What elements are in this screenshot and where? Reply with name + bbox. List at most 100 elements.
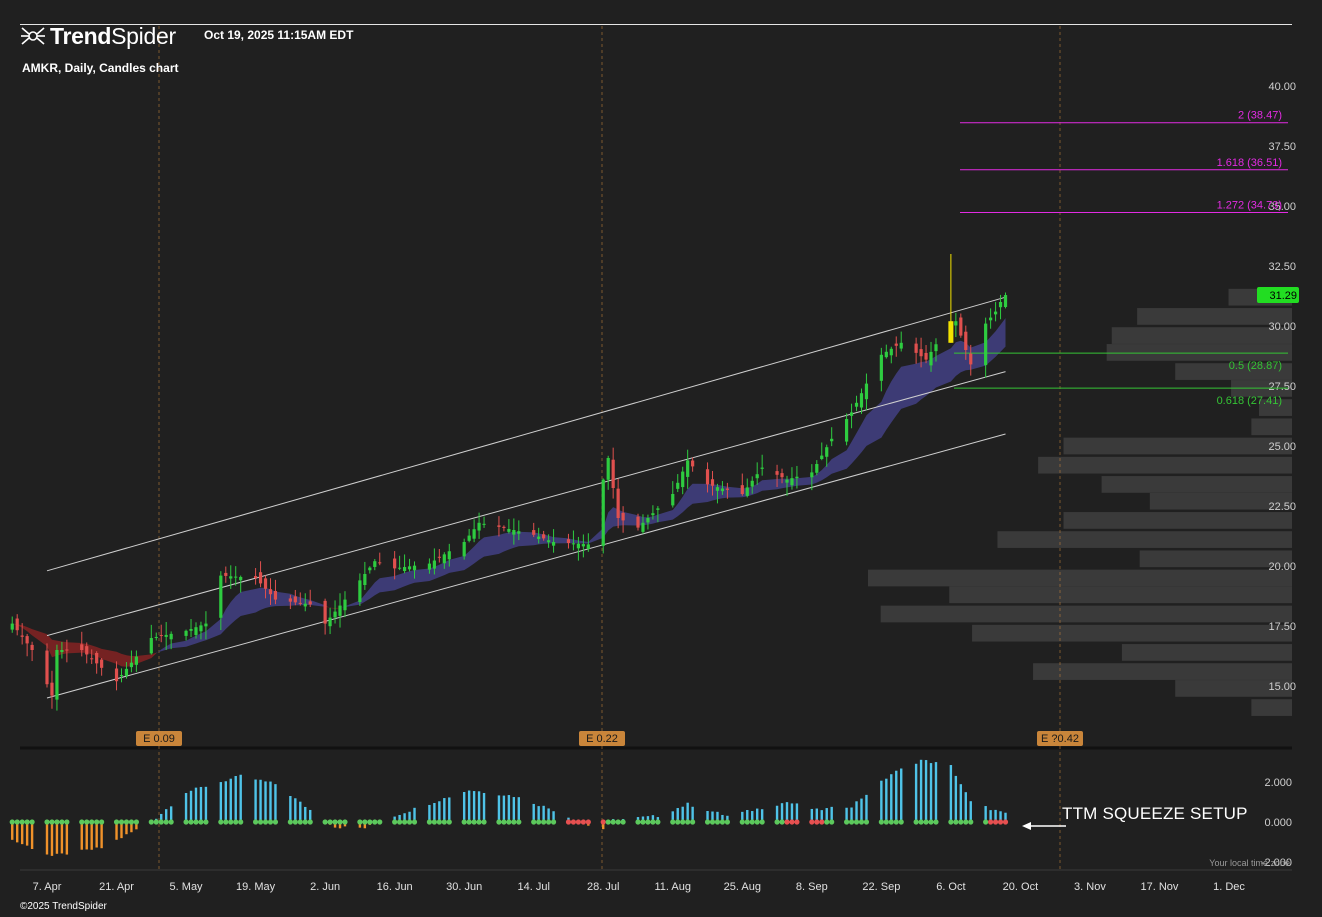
last-price-badge <box>1257 287 1299 304</box>
ema-cloud-band <box>325 605 340 609</box>
candle-body <box>407 566 412 570</box>
squeeze-histogram-bar <box>45 822 49 855</box>
candle-body <box>119 675 124 677</box>
squeeze-dot <box>690 819 696 825</box>
squeeze-dot <box>198 819 204 825</box>
x-tick-label: 7. Apr <box>33 881 62 893</box>
squeeze-histogram-bar <box>234 776 237 822</box>
squeeze-dot <box>853 819 860 825</box>
candle-body <box>124 668 129 676</box>
squeeze-histogram-bar <box>90 822 93 850</box>
candle-body <box>229 576 233 579</box>
x-tick-label: 17. Nov <box>1141 881 1179 893</box>
squeeze-histogram-bar <box>775 805 779 822</box>
squeeze-histogram-bar <box>686 802 689 822</box>
squeeze-dot <box>511 819 517 825</box>
squeeze-histogram-bar <box>895 770 898 822</box>
candle-body <box>303 603 307 607</box>
squeeze-histogram-bar <box>164 809 168 822</box>
candle-body <box>820 455 824 460</box>
squeeze-dot <box>441 819 447 825</box>
squeeze-histogram-bar <box>716 811 719 822</box>
price-tick-label: 40.00 <box>1268 81 1296 93</box>
squeeze-histogram-bar <box>855 801 858 822</box>
squeeze-histogram-bar <box>20 822 24 845</box>
candle-body <box>755 474 759 479</box>
squeeze-histogram-bar <box>721 814 724 822</box>
squeeze-histogram-bar <box>676 808 679 822</box>
candle-body <box>571 543 576 545</box>
price-tick-label: 17.50 <box>1268 621 1296 633</box>
squeeze-dot <box>94 819 100 825</box>
volume-profile-bar <box>1063 512 1292 529</box>
candle-body <box>512 530 516 535</box>
squeeze-histogram-bar <box>224 781 227 822</box>
candle-body <box>929 351 933 366</box>
candle-body <box>948 321 954 343</box>
candle-body <box>502 526 506 528</box>
candle-body <box>30 644 34 650</box>
squeeze-dot <box>933 819 939 825</box>
candle-body <box>715 487 720 491</box>
candle-body <box>45 650 49 685</box>
volume-profile-bar <box>1258 399 1292 416</box>
candle-body <box>641 522 645 532</box>
squeeze-dot <box>148 819 154 825</box>
fib-level-label: 1.618 (36.51) <box>1217 157 1282 169</box>
candle-body <box>472 529 476 539</box>
x-tick-label: 19. May <box>236 881 276 893</box>
squeeze-dot <box>153 819 159 825</box>
squeeze-dot <box>814 819 820 825</box>
squeeze-histogram-bar <box>413 807 416 822</box>
squeeze-dot <box>655 819 661 825</box>
squeeze-dot <box>670 819 676 825</box>
candle-body <box>363 574 367 586</box>
candle-body <box>810 472 814 478</box>
squeeze-dot <box>570 819 577 825</box>
squeeze-annotation: TTM SQUEEZE SETUP <box>1062 804 1248 823</box>
candle-body <box>686 460 690 477</box>
candle-body <box>864 383 869 400</box>
squeeze-dot <box>997 819 1004 825</box>
candle-body <box>159 635 163 637</box>
candle-body <box>65 649 69 651</box>
last-price-label: 31.29 <box>1269 290 1297 302</box>
squeeze-histogram-bar <box>115 822 118 840</box>
squeeze-dot <box>29 819 35 825</box>
squeeze-dot <box>794 819 800 825</box>
volume-profile-bar <box>1106 344 1292 361</box>
squeeze-histogram-bar <box>785 802 789 822</box>
candle-body <box>10 623 14 630</box>
squeeze-dot <box>446 819 452 825</box>
squeeze-dot <box>158 819 164 825</box>
squeeze-histogram-bar <box>294 798 297 822</box>
candle-body <box>785 479 789 483</box>
candle-body <box>432 560 436 569</box>
candle-body <box>437 556 441 558</box>
squeeze-histogram-bar <box>547 808 550 822</box>
squeeze-dot <box>203 819 209 825</box>
squeeze-dot <box>863 819 870 825</box>
squeeze-histogram-bar <box>269 781 272 822</box>
candle-body <box>194 627 198 635</box>
candle-body <box>934 344 938 352</box>
squeeze-histogram-bar <box>954 775 958 822</box>
squeeze-dot <box>401 819 408 825</box>
squeeze-histogram-bar <box>865 794 868 822</box>
candle-body <box>924 352 928 360</box>
squeeze-histogram-bar <box>646 816 650 822</box>
candle-body <box>293 596 297 603</box>
squeeze-dot <box>968 819 974 825</box>
squeeze-histogram-bar <box>30 822 34 850</box>
brand-bold: Trend <box>50 22 112 49</box>
histogram-tick-label: 0.000 <box>1264 817 1292 829</box>
candle-body <box>547 540 551 543</box>
squeeze-histogram-bar <box>919 759 923 822</box>
squeeze-dot <box>858 819 865 825</box>
squeeze-histogram-bar <box>239 774 242 822</box>
candle-body <box>830 438 834 442</box>
x-tick-label: 6. Oct <box>936 881 965 893</box>
squeeze-histogram-bar <box>512 797 516 822</box>
squeeze-dot <box>809 819 815 825</box>
